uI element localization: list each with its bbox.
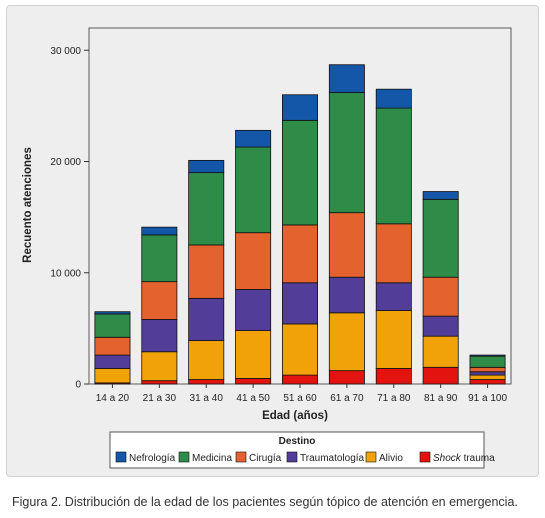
bar-segment: [235, 289, 272, 331]
bar-segment: [469, 366, 506, 373]
bar-segment: [282, 374, 318, 385]
x-tick-label: 31 a 40: [190, 393, 224, 404]
legend-items: Nefrología Medicina Cirugía Traumatología Al…: [115, 451, 495, 464]
bar-segment: [375, 310, 412, 369]
bar-segment: [328, 312, 365, 372]
bar-segment: [94, 368, 131, 384]
bar-segment: [188, 379, 225, 385]
legend-label: Shock trauma: [433, 453, 495, 464]
bars: [94, 64, 506, 385]
bar-segment: [282, 323, 318, 376]
legend-swatch: [115, 451, 127, 463]
x-tick-label: 71 a 80: [377, 393, 411, 404]
x-tick-label: 14 a 20: [96, 393, 130, 404]
bar-segment: [188, 159, 225, 174]
legend-label: Cirugía: [249, 453, 282, 464]
bar-segment: [328, 92, 365, 214]
bar-segment: [328, 276, 365, 314]
x-tick-label: 41 a 50: [236, 393, 270, 404]
bar-segment: [141, 281, 178, 320]
bar-segment: [235, 129, 272, 148]
legend-label: Nefrología: [129, 453, 176, 464]
bar-segment: [188, 244, 225, 299]
bar-segment: [94, 336, 131, 356]
legend-title: Destino: [279, 436, 316, 447]
legend-swatch: [235, 451, 247, 463]
bar-segment: [282, 282, 318, 325]
x-axis: 14 a 20 21 a 30 31 a 40 41 a 50 51 a 60 61 a …: [96, 384, 507, 404]
bar-segment: [375, 368, 412, 385]
legend-label: Medicina: [192, 453, 232, 464]
bar-segment: [188, 340, 225, 380]
bar-segment: [375, 282, 412, 311]
bar-segment: [188, 297, 225, 342]
x-tick-label: 61 a 70: [330, 393, 364, 404]
legend-swatch: [286, 451, 298, 463]
bar-segment: [422, 335, 459, 368]
bar-segment: [188, 172, 225, 246]
bar-segment: [235, 146, 272, 234]
bar-segment: [235, 232, 272, 290]
bar-segment: [141, 226, 178, 236]
bar-segment: [235, 330, 272, 379]
y-axis-title: Recuento atenciones: [22, 147, 34, 263]
bar-segment: [141, 234, 178, 283]
legend-swatch: [178, 451, 190, 463]
y-tick-label: 20 000: [50, 157, 81, 168]
x-axis-title: Edad (años): [262, 410, 328, 422]
x-tick-label: 21 a 30: [143, 393, 177, 404]
stacked-bar-chart: 0 10 000 20 000 30 000 14 a 20 21 a 30 31 a 4…: [22, 27, 512, 469]
figure-caption: Figura 2. Distribución de la edad de los…: [12, 495, 518, 509]
bar-segment: [328, 212, 365, 278]
bar-segment: [282, 119, 318, 226]
bar-segment: [328, 370, 365, 385]
bar-segment: [141, 380, 178, 385]
bar-segment: [422, 198, 459, 278]
bar-segment: [422, 191, 459, 200]
bar-segment: [375, 107, 412, 225]
legend: Destino Nefrología Medicina Cirugía Traumat…: [109, 431, 495, 469]
bar-segment: [282, 94, 318, 121]
x-tick-label: 91 a 100: [468, 393, 507, 404]
bar-segment: [422, 315, 459, 337]
y-axis: 0 10 000 20 000 30 000: [50, 46, 89, 391]
bar-segment: [375, 223, 412, 284]
bar-segment: [141, 351, 178, 382]
bar-segment: [282, 224, 318, 284]
x-tick-label: 51 a 60: [283, 393, 317, 404]
bar-segment: [94, 313, 131, 338]
bar-segment: [328, 64, 365, 93]
bar-segment: [235, 378, 272, 385]
bar-segment: [94, 354, 131, 369]
x-tick-label: 81 a 90: [424, 393, 458, 404]
bar-segment: [469, 371, 506, 376]
y-tick-label: 0: [75, 380, 81, 391]
bar-segment: [469, 379, 506, 385]
bar-segment: [375, 88, 412, 109]
legend-label: Traumatología: [300, 453, 365, 464]
legend-swatch: [365, 451, 377, 463]
bar-segment: [422, 366, 459, 385]
y-tick-label: 30 000: [50, 46, 81, 57]
bar-segment: [94, 311, 131, 315]
bar-segment: [422, 276, 459, 317]
bar-segment: [141, 319, 178, 353]
legend-swatch: [419, 451, 431, 463]
bar-segment: [469, 374, 506, 380]
legend-label: Alivio: [379, 453, 403, 464]
bar-segment: [469, 355, 506, 368]
bar-segment: [469, 354, 506, 357]
y-tick-label: 10 000: [50, 268, 81, 279]
